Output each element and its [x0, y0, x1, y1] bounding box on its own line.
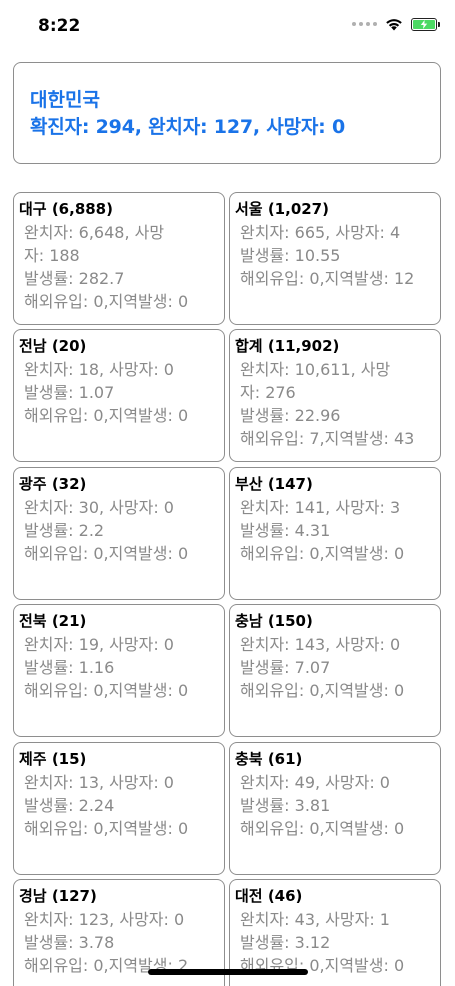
- region-title: 전남 (20): [19, 337, 87, 355]
- region-import-local-line: 해외유입: 0,지역발생: 12: [240, 269, 415, 288]
- region-card[interactable]: 충북 (61) 완치자: 49, 사망자: 0 발생률: 3.81 해외유입: …: [229, 742, 441, 875]
- region-card[interactable]: 전북 (21) 완치자: 19, 사망자: 0 발생률: 1.16 해외유입: …: [13, 604, 225, 737]
- region-card[interactable]: 제주 (15) 완치자: 13, 사망자: 0 발생률: 2.24 해외유입: …: [13, 742, 225, 875]
- region-incidence-line: 발생률: 2.24: [24, 796, 115, 815]
- region-import-local-line: 해외유입: 0,지역발생: 0: [240, 544, 405, 563]
- region-import-local-line: 해외유입: 0,지역발생: 0: [240, 819, 405, 838]
- region-title: 충북 (61): [235, 750, 303, 768]
- region-incidence-line: 발생률: 1.07: [24, 383, 115, 402]
- region-deaths-line: 자: 276: [240, 383, 296, 402]
- region-recovered-line: 완치자: 49, 사망자: 0: [240, 773, 390, 792]
- region-recovered-line: 완치자: 10,611, 사망: [240, 360, 391, 379]
- charging-bolt-icon: [420, 19, 428, 29]
- region-recovered-line: 완치자: 18, 사망자: 0: [24, 360, 174, 379]
- region-incidence-line: 발생률: 3.78: [24, 933, 115, 952]
- region-import-local-line: 해외유입: 7,지역발생: 43: [240, 429, 415, 448]
- region-incidence-line: 발생률: 2.2: [24, 521, 105, 540]
- region-incidence-line: 발생률: 282.7: [24, 269, 125, 288]
- region-title: 광주 (32): [19, 475, 87, 493]
- region-recovered-line: 완치자: 6,648, 사망: [24, 223, 165, 242]
- region-import-local-line: 해외유입: 0,지역발생: 0: [24, 819, 189, 838]
- region-title: 대전 (46): [235, 887, 303, 905]
- region-card[interactable]: 합계 (11,902) 완치자: 10,611, 사망 자: 276 발생률: …: [229, 329, 441, 462]
- region-import-local-line: 해외유입: 0,지역발생: 0: [24, 544, 189, 563]
- region-incidence-line: 발생률: 22.96: [240, 406, 341, 425]
- region-incidence-line: 발생률: 3.12: [240, 933, 331, 952]
- region-deaths-line: 자: 188: [24, 246, 80, 265]
- region-recovered-line: 완치자: 30, 사망자: 0: [24, 498, 174, 517]
- region-recovered-line: 완치자: 143, 사망자: 0: [240, 635, 401, 654]
- region-import-local-line: 해외유입: 0,지역발생: 2: [24, 956, 189, 975]
- battery-fill: [413, 19, 435, 29]
- status-icons: [352, 17, 440, 31]
- country-name: 대한민국: [30, 89, 100, 111]
- signal-dots-icon: [352, 22, 377, 26]
- region-incidence-line: 발생률: 1.16: [24, 658, 115, 677]
- region-title: 합계 (11,902): [235, 337, 340, 355]
- home-indicator[interactable]: [148, 969, 308, 975]
- region-card[interactable]: 경남 (127) 완치자: 123, 사망자: 0 발생률: 3.78 해외유입…: [13, 879, 225, 986]
- region-import-local-line: 해외유입: 0,지역발생: 0: [24, 292, 189, 311]
- region-incidence-line: 발생률: 7.07: [240, 658, 331, 677]
- region-title: 서울 (1,027): [235, 200, 329, 218]
- region-import-local-line: 해외유입: 0,지역발생: 0: [240, 681, 405, 700]
- region-import-local-line: 해외유입: 0,지역발생: 0: [24, 681, 189, 700]
- region-recovered-line: 완치자: 665, 사망자: 4: [240, 223, 401, 242]
- region-card[interactable]: 대구 (6,888) 완치자: 6,648, 사망 자: 188 발생률: 28…: [13, 192, 225, 325]
- nationwide-summary-card: 대한민국 확진자: 294, 완치자: 127, 사망자: 0: [13, 62, 441, 164]
- region-incidence-line: 발생률: 10.55: [240, 246, 341, 265]
- region-title: 충남 (150): [235, 612, 313, 630]
- region-incidence-line: 발생률: 3.81: [240, 796, 331, 815]
- status-bar: 8:22: [0, 0, 455, 56]
- wifi-icon: [386, 19, 402, 31]
- region-card[interactable]: 서울 (1,027) 완치자: 665, 사망자: 4 발생률: 10.55 해…: [229, 192, 441, 325]
- region-recovered-line: 완치자: 43, 사망자: 1: [240, 910, 390, 929]
- region-title: 대구 (6,888): [19, 200, 113, 218]
- region-recovered-line: 완치자: 123, 사망자: 0: [24, 910, 185, 929]
- region-recovered-line: 완치자: 13, 사망자: 0: [24, 773, 174, 792]
- region-title: 전북 (21): [19, 612, 87, 630]
- region-card[interactable]: 부산 (147) 완치자: 141, 사망자: 3 발생률: 4.31 해외유입…: [229, 467, 441, 600]
- region-incidence-line: 발생률: 4.31: [240, 521, 331, 540]
- region-card[interactable]: 충남 (150) 완치자: 143, 사망자: 0 발생률: 7.07 해외유입…: [229, 604, 441, 737]
- region-import-local-line: 해외유입: 0,지역발생: 0: [24, 406, 189, 425]
- region-recovered-line: 완치자: 19, 사망자: 0: [24, 635, 174, 654]
- status-time: 8:22: [38, 16, 81, 36]
- region-title: 경남 (127): [19, 887, 97, 905]
- nationwide-stats: 확진자: 294, 완치자: 127, 사망자: 0: [30, 116, 345, 138]
- battery-charging-icon: [411, 17, 440, 31]
- region-title: 제주 (15): [19, 750, 87, 768]
- region-card[interactable]: 광주 (32) 완치자: 30, 사망자: 0 발생률: 2.2 해외유입: 0…: [13, 467, 225, 600]
- region-title: 부산 (147): [235, 475, 313, 493]
- region-card[interactable]: 전남 (20) 완치자: 18, 사망자: 0 발생률: 1.07 해외유입: …: [13, 329, 225, 462]
- region-recovered-line: 완치자: 141, 사망자: 3: [240, 498, 401, 517]
